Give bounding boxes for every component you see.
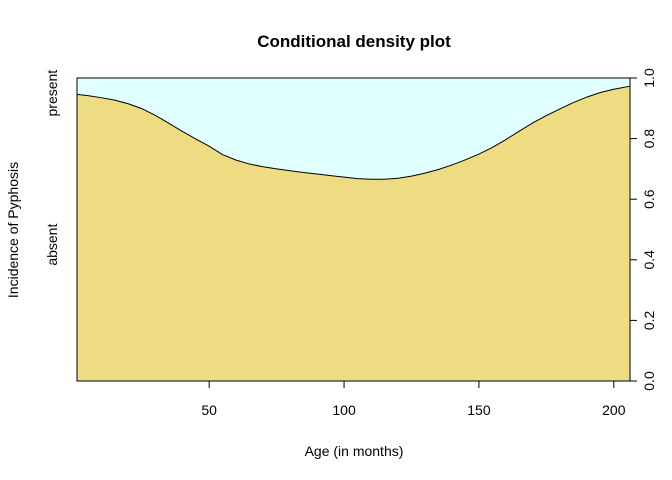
left-category-axis: absent present — [44, 70, 60, 266]
absent-density-area — [77, 86, 630, 382]
right-tick-label: 0.4 — [641, 250, 657, 270]
right-tick-label: 0.8 — [641, 129, 657, 149]
right-tick-label: 0.2 — [641, 310, 657, 330]
right-tick-label: 0.6 — [641, 189, 657, 209]
right-y-axis: 0.0 0.2 0.4 0.6 0.8 1.0 — [629, 68, 657, 391]
y-axis-label: Incidence of Pyphosis — [5, 162, 21, 298]
right-tick-label: 0.0 — [641, 371, 657, 391]
x-axis: 50 100 150 200 — [201, 380, 626, 418]
right-tick-label: 1.0 — [641, 68, 657, 88]
x-tick-label: 100 — [332, 402, 356, 418]
category-label-present: present — [44, 70, 60, 117]
x-axis-label: Age (in months) — [305, 443, 404, 459]
x-tick-label: 50 — [201, 402, 217, 418]
category-label-absent: absent — [44, 224, 60, 266]
x-tick-label: 150 — [467, 402, 491, 418]
chart-title: Conditional density plot — [257, 32, 451, 51]
x-tick-label: 200 — [602, 402, 626, 418]
density-boundary-line — [76, 85, 631, 180]
